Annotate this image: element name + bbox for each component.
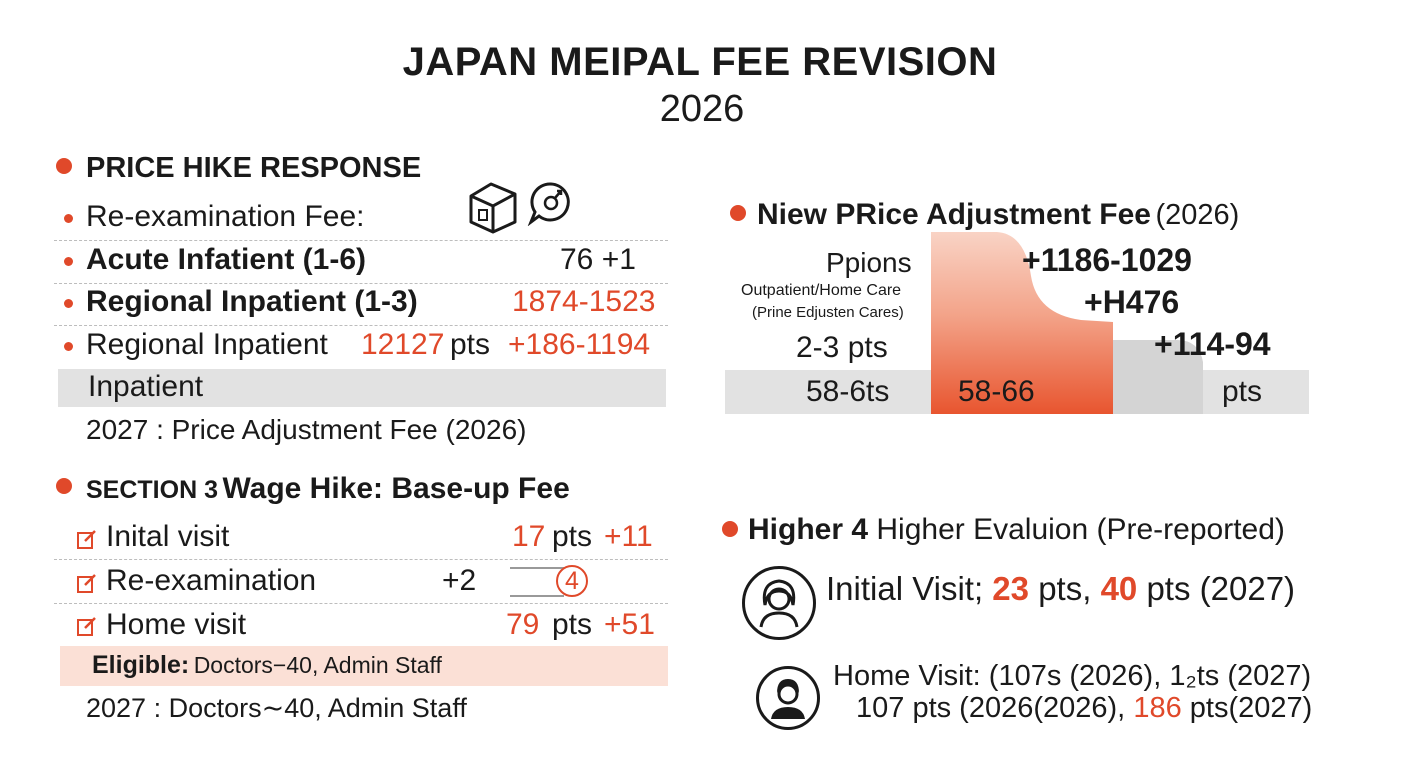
male-avatar-icon <box>756 666 820 730</box>
female-avatar-icon <box>742 566 816 640</box>
reexamination-blank <box>510 567 564 597</box>
evaluation-heading-tail: ion (Pre-reported) <box>1048 513 1285 546</box>
initial-visit-unit: pts <box>552 520 593 553</box>
home-visit-label: Home visit <box>106 608 247 641</box>
inpatient-band-label: Inpatient <box>88 370 204 403</box>
home-visit-pts: 79 <box>506 608 540 641</box>
initial-visit-pts: 17 <box>512 520 546 553</box>
regional-inpatient-label: Regional Inpatient (1-3) <box>86 285 418 318</box>
initial-visit-eval-mid: pts, <box>1038 570 1092 607</box>
home-visit-eval-line2: 107 pts (2026(2026), 186 pts(2027) <box>856 692 1312 725</box>
acute-infatient-label: Acute Infatient (1-6) <box>86 243 367 276</box>
adjustment-bar-left: 58-6ts <box>806 375 890 408</box>
section-bullet <box>722 521 738 537</box>
section3-heading: SECTION 3 Wage Hike: Base-up Fee <box>86 472 570 506</box>
adjustment-step-chart <box>725 232 1309 414</box>
section-bullet <box>730 205 746 221</box>
divider <box>54 559 668 560</box>
page-title: JAPAN MEIPAL FEE REVISION <box>402 40 998 84</box>
price-hike-heading: PRICE HIKE RESPONSE <box>86 152 422 184</box>
evaluation-heading-bold: Higher 4 <box>748 513 869 546</box>
regional-inpatient-2-unit: pts <box>450 328 491 361</box>
regional-inpatient-2-pts: 12127 <box>361 328 445 361</box>
reexamination-change: +2 <box>442 564 477 597</box>
initial-visit-label: Inital visit <box>106 520 230 553</box>
eligible-label: Eligible: <box>92 651 190 679</box>
section-bullet <box>56 158 72 174</box>
adjustment-step2: +H476 <box>1084 284 1180 320</box>
reexamination-label: Re-examination <box>106 564 317 597</box>
adjustment-pts-range: 2-3 pts <box>796 331 888 364</box>
section3-heading-small: SECTION 3 <box>86 476 218 504</box>
home-visit-eval-line2-suffix: pts(2027) <box>1189 692 1313 724</box>
section3-heading-rest: Wage Hike: Base-up Fee <box>222 472 570 505</box>
inpatient-band <box>58 369 666 407</box>
divider <box>54 325 668 326</box>
adjustment-bar-right: pts <box>1222 375 1263 408</box>
section3-note: 2027 : Doctors∼40, Admin Staff <box>86 693 467 723</box>
home-visit-eval-line2-b: 186 <box>1133 692 1182 724</box>
edit-icon <box>77 574 96 593</box>
regional-inpatient-2-label: Regional Inpatient <box>86 328 328 361</box>
adjustment-step3: +114-94 <box>1154 326 1271 362</box>
price-hike-note: 2027 : Price Adjustment Fee (2026) <box>86 414 527 445</box>
bullet <box>64 299 73 308</box>
home-visit-eval-line2-prefix: 107 pts (2026(2026), <box>856 692 1126 724</box>
adjustment-gray-step <box>1113 340 1203 414</box>
bullet <box>64 257 73 266</box>
home-visit-change: +51 <box>604 608 655 641</box>
initial-visit-eval: Initial Visit; 23 pts, 40 pts (2027) <box>826 570 1295 608</box>
adjustment-step1: +1186-1029 <box>1022 242 1192 278</box>
adjustment-prine: (Prine Edjusten Cares) <box>752 304 904 321</box>
box-icon <box>469 182 517 234</box>
section-bullet <box>56 478 72 494</box>
edit-icon <box>77 530 96 549</box>
adjustment-ppions: Ppions <box>826 247 912 278</box>
adjustment-heading: Niew PRice Adjustment Fee (2026) <box>757 198 1239 232</box>
page-subtitle-year: 2026 <box>659 88 745 130</box>
initial-visit-eval-a: 23 <box>992 570 1030 607</box>
bullet <box>64 342 73 351</box>
divider <box>54 283 668 284</box>
initial-visit-change: +11 <box>604 520 653 553</box>
divider <box>54 603 668 604</box>
eligible-band <box>60 646 668 686</box>
home-visit-eval-line1: Home Visit: (107s (2026), 1₂ts (2027) <box>833 660 1312 692</box>
evaluation-heading-rest: Higher Evalu <box>876 513 1049 546</box>
adjustment-orange-step <box>931 232 1113 414</box>
reexam-fee-label: Re-examination Fee: <box>86 200 365 233</box>
adjustment-outpatient: Outpatient/Home Care <box>741 282 902 299</box>
acute-infatient-value: 76 +1 <box>560 243 636 276</box>
home-visit-unit: pts <box>552 608 593 641</box>
divider <box>54 240 668 241</box>
edit-icon <box>77 617 96 636</box>
initial-visit-eval-suffix: pts (2027) <box>1146 570 1296 607</box>
eligible-text: Doctors−40, Admin Staff <box>193 652 442 678</box>
reexamination-circle: 4 <box>556 565 588 597</box>
evaluation-heading: Higher 4 Higher Evaluion (Pre-reported) <box>748 513 1285 547</box>
initial-visit-eval-prefix: Initial Visit; <box>826 570 984 607</box>
initial-visit-eval-b: 40 <box>1100 570 1138 607</box>
regional-inpatient-2-change: +186-1194 <box>508 328 651 361</box>
adjustment-heading-bold: Niew PRice Adjustment Fee <box>757 198 1151 231</box>
regional-inpatient-value: 1874-1523 <box>512 285 656 318</box>
bubble-icon <box>527 182 570 226</box>
eligible-line: Eligible: Doctors−40, Admin Staff <box>92 651 442 680</box>
adjustment-heading-year: (2026) <box>1155 199 1240 231</box>
bullet <box>64 214 73 223</box>
adjustment-bar-mid: 58-66 <box>958 375 1035 408</box>
